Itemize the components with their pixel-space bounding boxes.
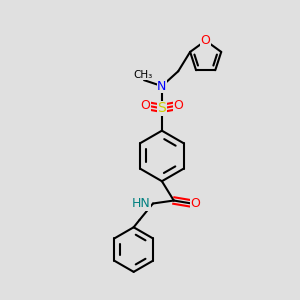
Text: HN: HN xyxy=(132,197,151,210)
Text: O: O xyxy=(190,197,200,210)
Text: S: S xyxy=(158,101,166,116)
Text: CH₃: CH₃ xyxy=(133,70,152,80)
Text: N: N xyxy=(157,80,167,93)
Text: O: O xyxy=(141,99,151,112)
Text: O: O xyxy=(173,99,183,112)
Text: O: O xyxy=(201,34,211,47)
